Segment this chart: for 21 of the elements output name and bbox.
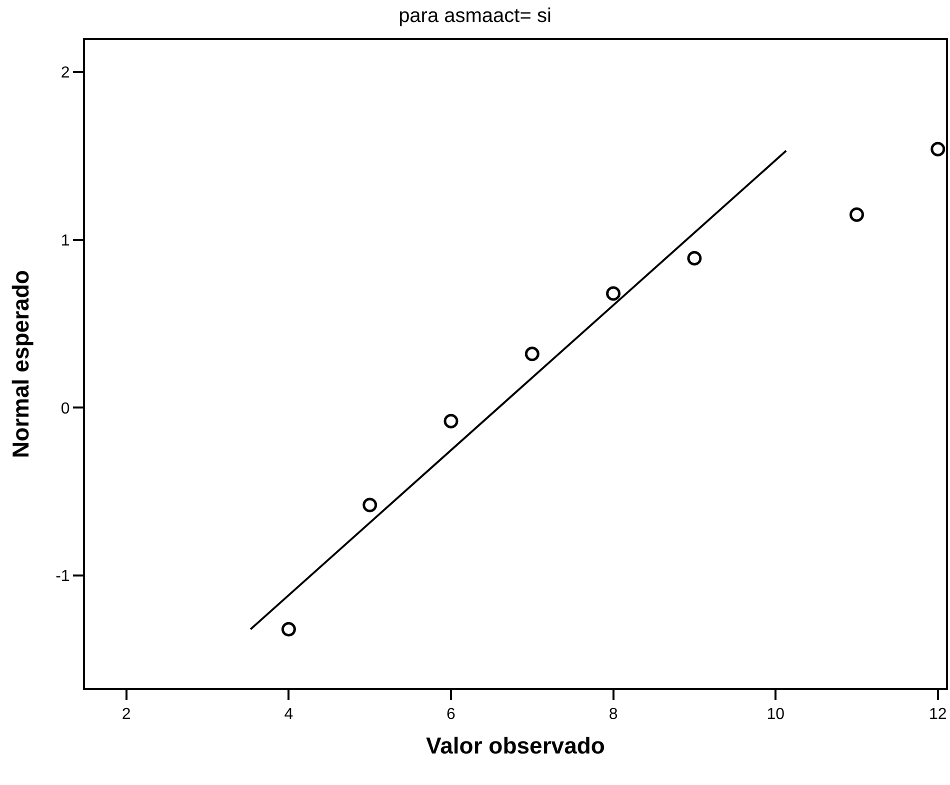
y-tick-label: 1 [60,232,70,250]
point [444,414,458,428]
y-tick-label: 0 [60,400,70,418]
x-tick-label: 2 [122,706,131,724]
point [687,250,702,266]
point [606,286,621,301]
point [281,622,296,636]
y-axis-title: Normal esperado [8,270,34,458]
point [362,498,378,512]
point [849,207,864,222]
x-tick-label: 6 [446,706,456,724]
y-tick-label: -1 [56,568,70,586]
point [930,142,946,156]
x-tick-label: 4 [284,706,294,724]
x-tick-label: 12 [928,706,947,724]
y-tick-label: 2 [60,64,70,82]
x-tick-label: 8 [608,706,618,724]
x-axis-title: Valor observado [426,732,605,758]
chart-title: para asmaact= si [398,4,552,27]
x-tick-label: 10 [766,706,785,724]
point [524,346,540,362]
